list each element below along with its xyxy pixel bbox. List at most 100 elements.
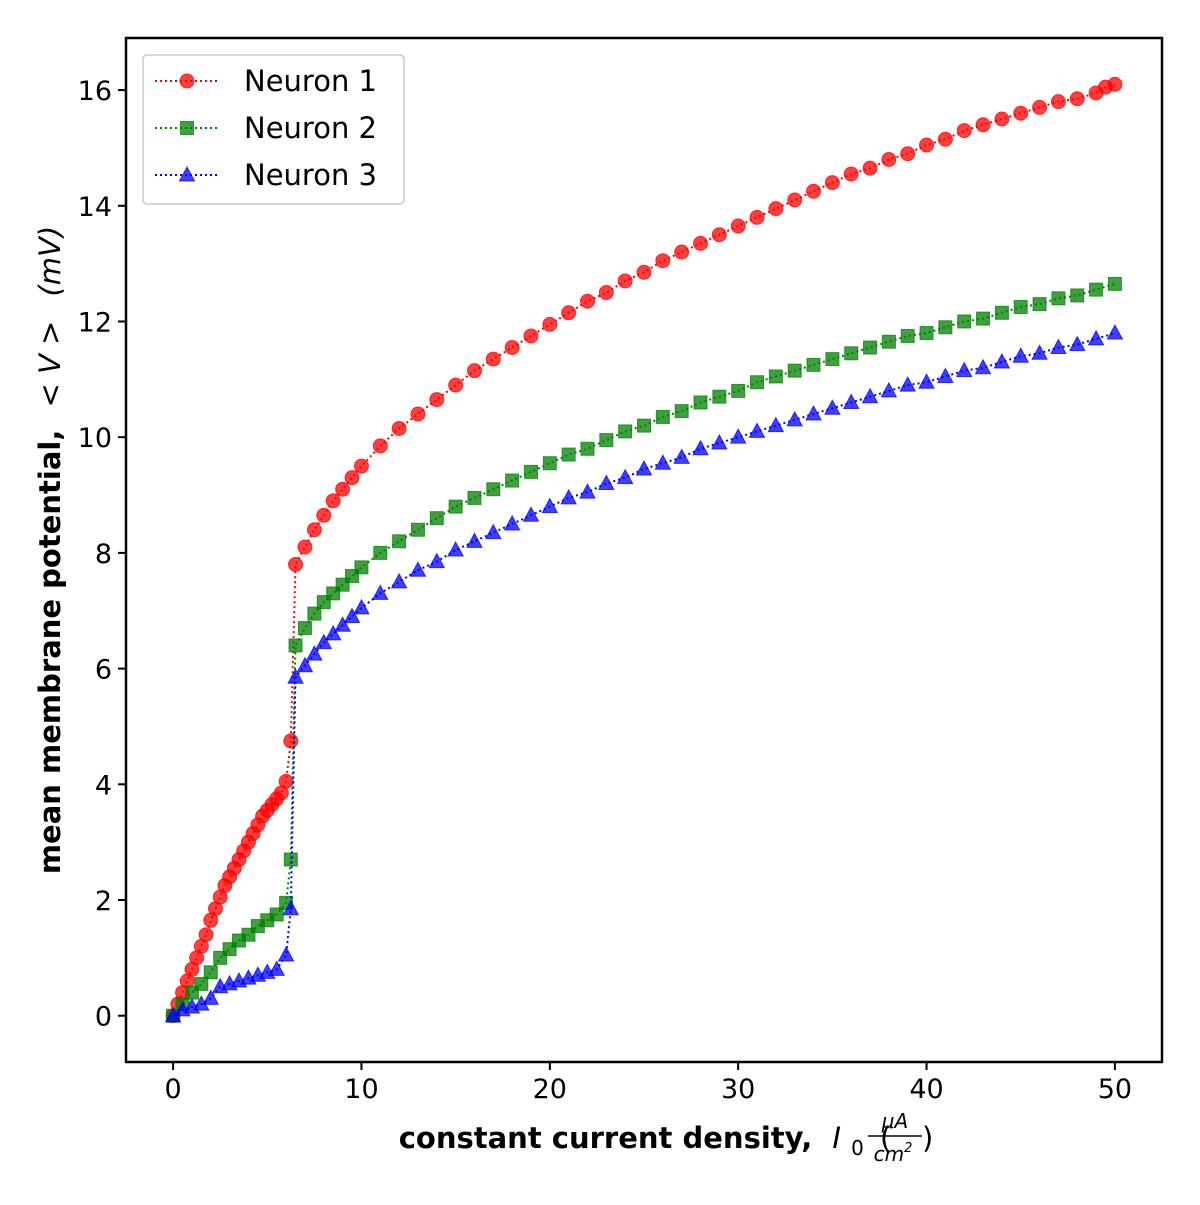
data-point <box>674 244 690 260</box>
data-point <box>730 218 746 234</box>
data-point <box>919 326 934 341</box>
y-tick-label: 10 <box>78 423 112 454</box>
data-point <box>824 175 840 191</box>
data-point <box>993 352 1011 369</box>
data-point <box>505 473 520 488</box>
data-point <box>599 433 614 448</box>
data-point <box>448 377 464 393</box>
y-axis-label-symbol: < V > <box>33 321 67 408</box>
x-axis-label-symbol: I <box>832 1121 841 1155</box>
data-point <box>861 387 879 404</box>
data-point <box>1013 300 1028 315</box>
legend-entry: Neuron 1 <box>155 64 377 98</box>
data-point <box>486 482 501 497</box>
data-point <box>617 273 633 289</box>
data-point <box>842 393 860 409</box>
y-tick-label: 4 <box>95 770 112 801</box>
y-axis-label-unit: (mV) <box>33 226 67 297</box>
legend-marker <box>178 165 196 182</box>
legend-entries: Neuron 1 Neuron 2 Neuron 3 <box>155 64 377 192</box>
data-point <box>806 357 821 372</box>
series-2 <box>166 276 1122 1023</box>
data-point <box>297 539 313 555</box>
data-point <box>654 454 672 470</box>
data-point <box>900 146 916 162</box>
data-point <box>371 584 389 600</box>
data-point <box>283 852 298 867</box>
data-point <box>523 328 539 344</box>
x-axis-label-subscript: 0 <box>851 1136 864 1160</box>
data-point <box>863 340 878 355</box>
data-point <box>1050 94 1066 110</box>
data-point <box>673 448 691 464</box>
x-tick-label: 20 <box>533 1074 567 1105</box>
data-point <box>692 439 709 456</box>
data-point <box>203 965 218 980</box>
data-point <box>392 534 407 549</box>
axis-ticks: 0 10 20 30 40 50 0 2 4 6 8 10 12 14 16 <box>78 76 1132 1105</box>
y-tick-label: 12 <box>78 307 112 338</box>
data-point <box>674 404 689 419</box>
data-point <box>768 201 784 217</box>
data-point <box>805 404 822 421</box>
data-point <box>881 151 897 167</box>
x-axis-label: constant current density, I 0 ( <box>399 1121 892 1162</box>
data-point <box>1050 338 1067 355</box>
data-point <box>580 441 595 456</box>
data-point <box>344 470 360 486</box>
y-axis-label: mean membrane potential, < V > (mV) <box>33 226 67 874</box>
data-point <box>373 545 388 560</box>
data-point <box>561 305 577 321</box>
data-point <box>844 346 859 361</box>
data-point <box>787 363 802 378</box>
data-point <box>824 399 841 415</box>
data-point <box>1031 344 1048 360</box>
data-point <box>541 497 559 514</box>
data-point <box>1070 288 1085 303</box>
data-point <box>522 506 540 522</box>
data-point <box>711 227 727 243</box>
data-point <box>1032 99 1048 115</box>
data-point <box>353 598 370 615</box>
data-point <box>504 340 520 356</box>
data-point <box>307 606 322 621</box>
data-point <box>316 507 332 523</box>
data-point <box>269 907 284 922</box>
data-point <box>485 351 501 367</box>
data-point <box>523 464 538 479</box>
data-point <box>325 493 341 509</box>
data-point <box>202 989 220 1005</box>
data-point <box>410 406 426 422</box>
data-point <box>372 438 388 454</box>
x-tick-label: 50 <box>1098 1074 1132 1105</box>
data-point <box>750 375 765 390</box>
data-point <box>618 424 633 439</box>
data-point <box>579 483 596 499</box>
data-point <box>288 638 303 653</box>
data-point <box>899 376 917 392</box>
data-point <box>693 235 709 251</box>
data-point <box>976 311 991 326</box>
data-point <box>287 668 304 684</box>
data-point <box>655 253 671 269</box>
data-point <box>635 459 653 476</box>
data-point <box>957 314 972 329</box>
data-point <box>749 209 765 225</box>
data-point <box>636 264 652 280</box>
data-point <box>1012 347 1030 363</box>
data-point <box>768 369 783 384</box>
data-point <box>937 367 954 383</box>
data-point <box>975 117 991 133</box>
data-point <box>315 633 333 650</box>
data-point <box>542 456 557 471</box>
data-point <box>428 552 446 569</box>
series-line <box>172 83 1116 1017</box>
data-point <box>283 733 299 749</box>
data-point <box>767 416 785 433</box>
data-point <box>390 572 408 589</box>
data-point <box>484 523 502 540</box>
data-point <box>974 358 992 375</box>
y-tick-label: 0 <box>95 1002 112 1033</box>
plot-frame <box>124 36 1164 1064</box>
